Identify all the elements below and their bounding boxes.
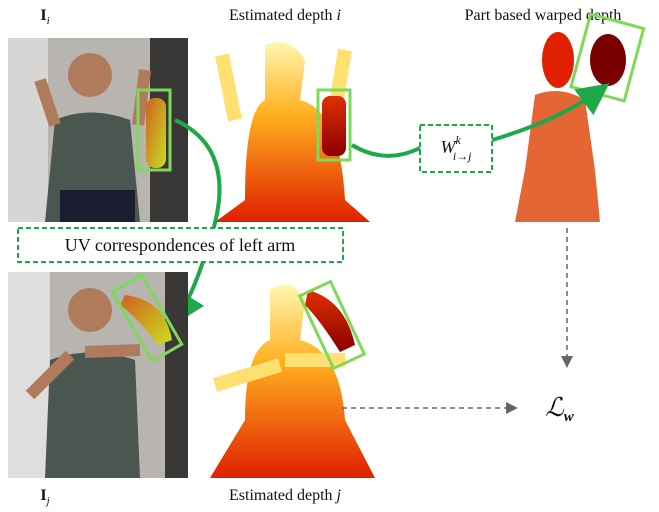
loss-label: ℒw (545, 393, 575, 425)
label-part: i→j (453, 149, 472, 163)
warped-depth (515, 12, 646, 222)
label-part: Estimated depth (229, 487, 337, 504)
warp-box (419, 124, 493, 173)
label-part: I (40, 7, 46, 24)
label-part: k (456, 133, 462, 147)
label-depth-i: Estimated depth i (229, 7, 341, 24)
label-part: ℒ (545, 393, 565, 422)
label-part: W (441, 137, 458, 157)
label-part: I (40, 487, 46, 504)
label-ij: Ij (40, 487, 49, 507)
label-part: i (47, 15, 50, 27)
label-part: w (564, 409, 575, 425)
label-part: i (337, 7, 341, 24)
label-part: j (45, 495, 50, 507)
depth-bottom (210, 279, 375, 478)
depth-top (215, 42, 370, 223)
label-depth-j: Estimated depth j (229, 487, 342, 504)
label-warped: Part based warped depth (465, 7, 622, 24)
uv-box (17, 227, 344, 263)
uv-label: UV correspondences of left arm (65, 235, 296, 255)
warp-label: Wk i→j (441, 133, 473, 163)
label-ii: Ii (40, 7, 49, 27)
photo-top (8, 38, 188, 222)
photo-bottom (8, 272, 188, 478)
label-part: j (335, 487, 342, 504)
arrow-to-warp (350, 143, 421, 158)
label-part: Estimated depth (229, 7, 337, 24)
arrow-to-warped (491, 83, 610, 142)
